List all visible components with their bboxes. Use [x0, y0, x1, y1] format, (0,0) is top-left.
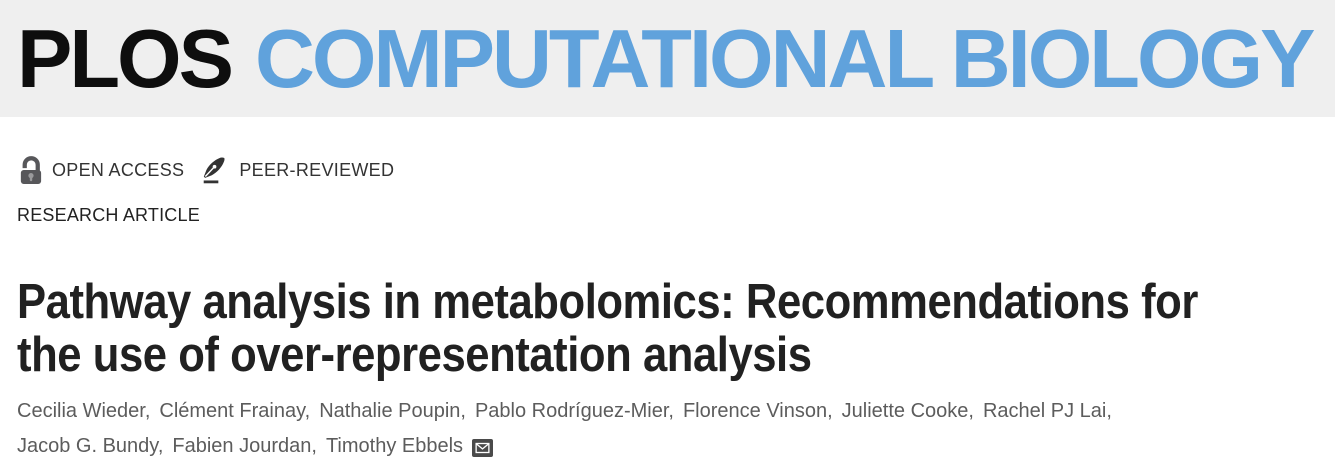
author-name[interactable]: Nathalie Poupin, — [319, 400, 466, 422]
peer-reviewed-label: PEER-REVIEWED — [239, 159, 395, 180]
article-title-line2: the use of over-representation analysis — [17, 328, 812, 382]
open-lock-icon — [20, 155, 42, 184]
author-name[interactable]: Florence Vinson, — [682, 400, 833, 422]
author-name[interactable]: Jacob G. Bundy, — [17, 435, 164, 457]
open-access-label: OPEN ACCESS — [52, 159, 185, 180]
author-name[interactable]: Clément Frainay, — [159, 400, 311, 422]
logo-journal-name: COMPUTATIONAL BIOLOGY — [254, 12, 1315, 105]
peer-reviewed-badge: PEER-REVIEWED — [201, 156, 394, 185]
pen-nib-icon — [204, 157, 225, 183]
author-name[interactable]: Fabien Jourdan, — [172, 435, 317, 457]
author-name[interactable]: Timothy Ebbels — [325, 435, 464, 457]
article-title-line1: Pathway analysis in metabolomics: Recomm… — [17, 275, 1198, 329]
author-names: Cecilia Wieder, Clément Frainay, Nathalie … — [17, 400, 1121, 457]
author-name[interactable]: Juliette Cooke, — [841, 400, 974, 422]
logo-plos: PLOS — [17, 12, 234, 105]
journal-banner: PLOS COMPUTATIONAL BIOLOGY — [0, 0, 1335, 117]
article-title: Pathway analysis in metabolomics: Recomm… — [17, 276, 1198, 382]
author-name[interactable]: Cecilia Wieder, — [17, 400, 151, 422]
journal-logo[interactable]: PLOS COMPUTATIONAL BIOLOGY — [17, 17, 1315, 100]
author-name[interactable]: Pablo Rodríguez-Mier, — [474, 400, 674, 422]
article-header: OPEN ACCESS PEER-REVIEWED RESEARCH ARTIC… — [0, 154, 1335, 464]
article-badges: OPEN ACCESS PEER-REVIEWED — [17, 154, 1318, 186]
article-type-label: RESEARCH ARTICLE — [17, 205, 200, 225]
open-access-badge: OPEN ACCESS — [17, 155, 184, 186]
envelope-icon[interactable] — [472, 439, 494, 457]
author-name[interactable]: Rachel PJ Lai, — [982, 400, 1112, 422]
author-list: Cecilia Wieder, Clément Frainay, Nathalie … — [17, 394, 1318, 464]
